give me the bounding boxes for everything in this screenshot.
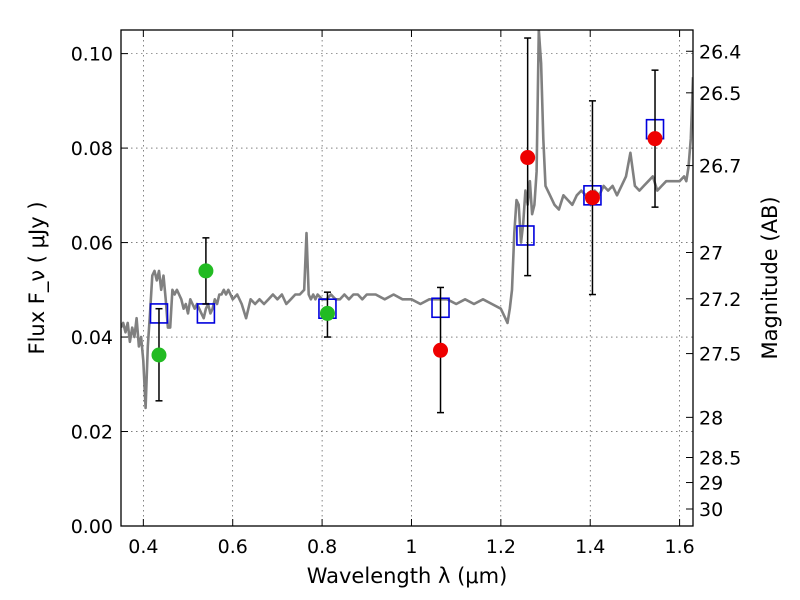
observed-point bbox=[319, 305, 335, 321]
data-layer bbox=[121, 30, 693, 410]
observed-point bbox=[647, 131, 663, 147]
x-tick-label: 0.4 bbox=[128, 536, 158, 558]
y2-tick-label: 28.5 bbox=[699, 448, 741, 470]
y2-axis-label: Magnitude (AB) bbox=[758, 196, 782, 359]
y2-tick-label: 30 bbox=[699, 499, 723, 521]
observed-point bbox=[151, 347, 167, 363]
y-tick-label: 0.00 bbox=[71, 516, 113, 538]
model-photometry-square bbox=[516, 225, 535, 246]
y-tick-label: 0.06 bbox=[71, 233, 113, 255]
ticks: 0.4 0.6 0.8 1 1.2 1.4 1.6 0.00 0.02 0.04 0.06 0.08 0… bbox=[71, 30, 741, 558]
y-tick-label: 0.08 bbox=[71, 138, 113, 160]
observed-point bbox=[433, 342, 449, 358]
y-tick-label: 0.04 bbox=[71, 327, 113, 349]
x-tick-label: 0.6 bbox=[218, 536, 248, 558]
x-tick-label: 1.2 bbox=[486, 536, 516, 558]
x-tick-label: 1.6 bbox=[664, 536, 694, 558]
y2-tick-label: 27.2 bbox=[699, 289, 741, 311]
x-tick-label: 1.4 bbox=[575, 536, 605, 558]
observed-point bbox=[520, 150, 536, 166]
y2-tick-label: 29 bbox=[699, 473, 723, 495]
y2-tick-label: 27.5 bbox=[699, 344, 741, 366]
observed-point bbox=[584, 190, 600, 206]
y2-tick-label: 28 bbox=[699, 407, 723, 429]
y2-tick-label: 26.4 bbox=[699, 41, 741, 63]
x-tick-label: 1 bbox=[405, 536, 417, 558]
y2-tick-label: 27 bbox=[699, 242, 723, 264]
errorbars bbox=[151, 37, 663, 414]
observed-point bbox=[198, 263, 214, 279]
spectrum-line bbox=[121, 30, 693, 410]
x-axis-label: Wavelength λ (μm) bbox=[307, 564, 508, 588]
y2-tick-label: 26.5 bbox=[699, 83, 741, 105]
y-tick-label: 0.10 bbox=[71, 44, 113, 66]
y-tick-label: 0.02 bbox=[71, 422, 113, 444]
x-tick-label: 0.8 bbox=[307, 536, 337, 558]
y-axis-label: Flux F_ν ( μJy ) bbox=[25, 201, 50, 354]
plot-frame bbox=[120, 29, 694, 527]
y2-tick-label: 26.7 bbox=[699, 156, 741, 178]
